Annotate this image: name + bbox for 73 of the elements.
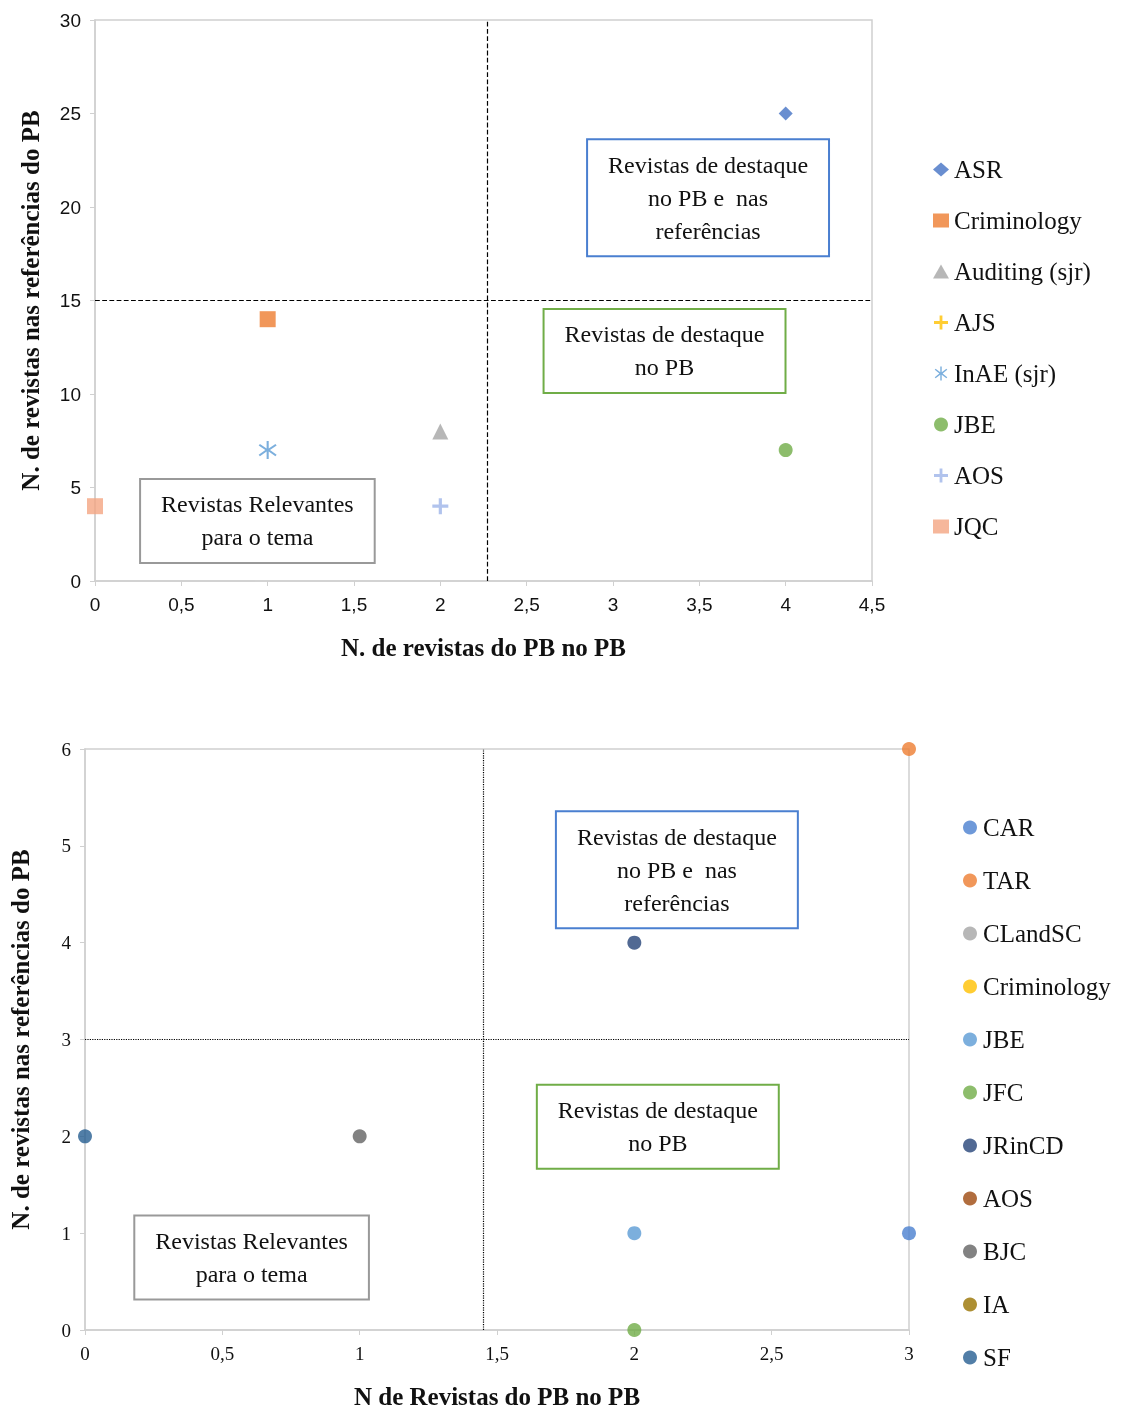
legend-label: AOS	[983, 1185, 1034, 1212]
annotation: Revistas Relevantes para o tema	[161, 491, 354, 551]
point	[902, 1226, 916, 1241]
x-tick-label: 3	[607, 594, 619, 615]
legend-label: IA	[983, 1291, 1010, 1318]
x-tick-label: 1	[354, 1343, 365, 1364]
annotation: Revistas de destaque no PB	[564, 321, 765, 381]
legend-label: ASR	[954, 156, 1003, 183]
x-tick-label: 0	[89, 594, 101, 615]
y-tick-label: 3	[61, 1029, 71, 1050]
legend-label: CAR	[983, 814, 1035, 841]
legend-label: JBE	[983, 1026, 1025, 1053]
point	[627, 1226, 642, 1241]
point	[432, 498, 449, 515]
legend-label: InAE (sjr)	[954, 360, 1057, 388]
x-tick-label: 3	[904, 1343, 914, 1364]
y-tick-label: 0	[61, 1319, 71, 1341]
legend-label: BJC	[983, 1238, 1027, 1265]
y-tick-label: 30	[59, 9, 81, 31]
point	[778, 106, 793, 121]
x-tick-label: 1	[262, 594, 273, 615]
x-tick-label: 3,5	[686, 594, 713, 615]
annotation: Revistas de destaque no PB e nas referências	[608, 151, 809, 244]
legend-label: Criminology	[983, 973, 1112, 1000]
y-axis-title: N. de revistas nas referências do PB	[17, 110, 44, 491]
legend-label: SF	[983, 1344, 1011, 1371]
point	[627, 1323, 642, 1337]
legend-label: JRinCD	[983, 1132, 1064, 1159]
y-tick-label: 10	[59, 383, 81, 405]
x-tick-label: 1,5	[485, 1343, 509, 1364]
legend-label: CLandSC	[983, 920, 1082, 947]
y-tick-label: 20	[59, 196, 81, 218]
point	[87, 498, 103, 515]
y-axis-title: N. de revistas nas referências do PB	[7, 849, 34, 1230]
annotation: Revistas Relevantes para o tema	[155, 1227, 348, 1287]
x-tick-label: 0,5	[210, 1343, 235, 1364]
y-tick-label: 25	[59, 103, 81, 124]
legend-label: JFC	[983, 1079, 1024, 1106]
y-tick-label: 0	[70, 570, 81, 592]
x-tick-label: 4	[780, 594, 792, 615]
y-tick-label: 1	[61, 1222, 71, 1244]
point	[627, 935, 642, 950]
x-tick-label: 0,5	[168, 594, 195, 615]
x-tick-label: 2,5	[759, 1343, 784, 1364]
x-axis-title: N. de revistas do PB no PB	[341, 634, 626, 661]
legend-label: TAR	[983, 867, 1032, 894]
legend-label: Auditing (sjr)	[954, 258, 1091, 286]
annotation: Revistas de destaque no PB e nas referências	[576, 823, 777, 916]
y-tick-label: 15	[59, 290, 81, 311]
x-tick-label: 2	[435, 594, 446, 615]
y-tick-label: 5	[61, 835, 71, 857]
x-tick-label: 2,5	[513, 594, 540, 615]
x-tick-label: 1,5	[340, 594, 368, 615]
legend-label: AOS	[954, 462, 1005, 489]
x-tick-label: 2	[629, 1343, 640, 1364]
x-tick-label: 4,5	[858, 594, 886, 615]
point	[778, 443, 793, 458]
point	[902, 742, 916, 756]
point	[352, 1129, 367, 1144]
point	[259, 311, 276, 328]
legend-label: Criminology	[954, 207, 1083, 234]
y-tick-label: 2	[61, 1125, 71, 1147]
point	[432, 423, 449, 440]
point	[78, 1129, 92, 1144]
annotation: Revistas de destaque no PB	[557, 1097, 758, 1157]
legend-label: JQC	[954, 513, 999, 540]
y-tick-label: 5	[70, 477, 81, 498]
y-tick-label: 6	[61, 738, 71, 760]
legend-label: AJS	[954, 309, 996, 336]
point	[258, 441, 277, 460]
x-axis-title: N de Revistas do PB no PB	[353, 1383, 641, 1410]
legend-label: JBE	[954, 411, 996, 438]
y-tick-label: 4	[61, 932, 72, 954]
